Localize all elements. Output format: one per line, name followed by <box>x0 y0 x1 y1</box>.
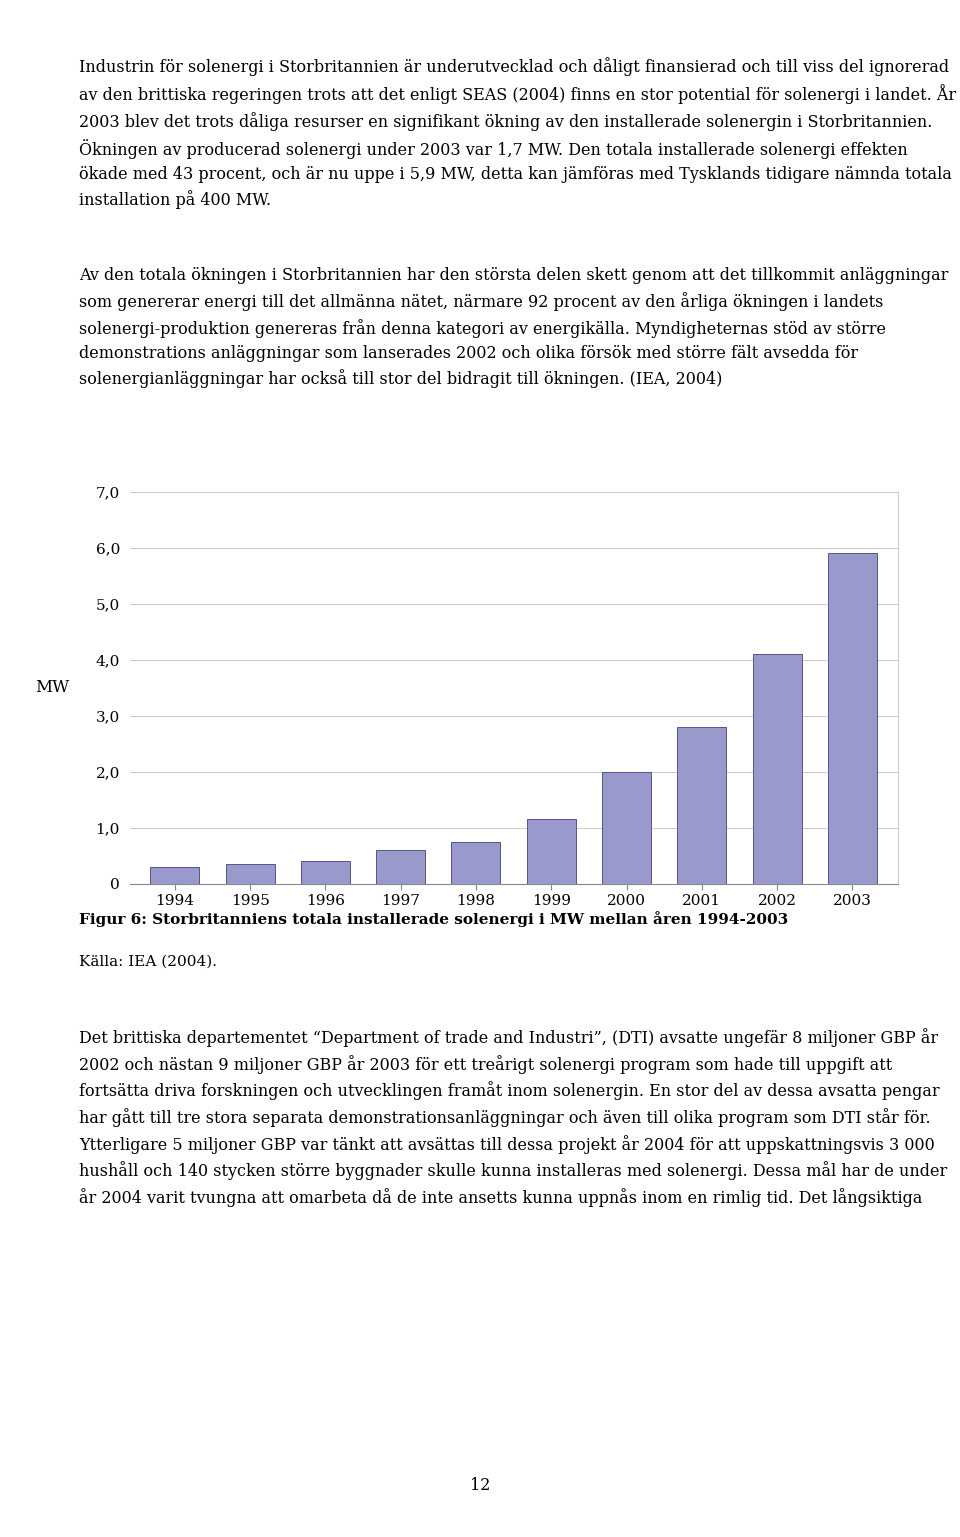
Bar <box>527 819 576 884</box>
Bar <box>226 864 275 884</box>
Text: Källa: IEA (2004).: Källa: IEA (2004). <box>79 954 217 968</box>
Bar <box>828 553 876 884</box>
Text: 12: 12 <box>469 1477 491 1494</box>
Bar <box>151 867 200 884</box>
Bar <box>753 655 802 884</box>
Text: Av den totala ökningen i Storbritannien har den största delen skett genom att de: Av den totala ökningen i Storbritannien … <box>79 267 948 389</box>
Bar <box>451 842 500 884</box>
Bar <box>376 850 425 884</box>
Text: Det brittiska departementet “Department of trade and Industri”, (DTI) avsatte un: Det brittiska departementet “Department … <box>79 1028 947 1207</box>
Bar <box>602 772 651 884</box>
Bar <box>300 861 349 884</box>
Text: Figur 6: Storbritanniens totala installerade solenergi i MW mellan åren 1994-200: Figur 6: Storbritanniens totala installe… <box>79 911 788 927</box>
Bar <box>678 727 727 884</box>
Text: MW: MW <box>35 679 69 696</box>
Text: Industrin för solenergi i Storbritannien är underutvecklad och dåligt finansiera: Industrin för solenergi i Storbritannien… <box>79 57 956 209</box>
